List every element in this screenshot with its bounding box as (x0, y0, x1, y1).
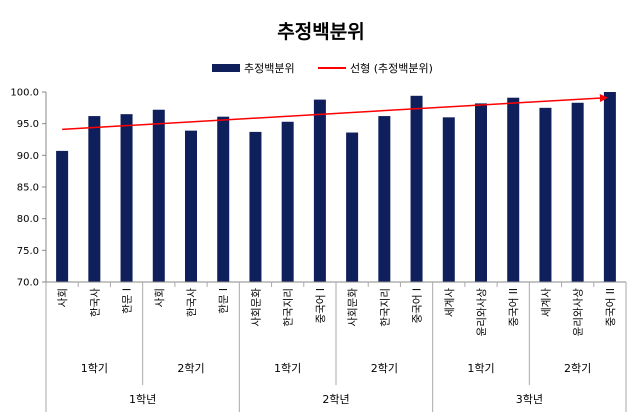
category-label: 윤리와사상 (476, 288, 488, 337)
bar (185, 130, 197, 282)
bar (346, 132, 359, 282)
bar (152, 109, 165, 282)
category-label: 사회 (57, 288, 69, 307)
legend-bar-label: 추정백분위 (244, 62, 295, 75)
bar (56, 150, 69, 282)
category-label: 한국사 (89, 288, 101, 317)
bar (378, 116, 391, 282)
bar (281, 121, 294, 283)
grade-label: 1학년 (129, 393, 156, 406)
bar (507, 97, 520, 282)
category-label: 한국지리 (283, 288, 295, 327)
category-label: 중국어 II (605, 288, 617, 327)
category-label: 한국사 (186, 288, 198, 317)
semester-label: 1학기 (81, 362, 108, 375)
semester-label: 2학기 (371, 362, 398, 375)
category-label: 중국어 I (412, 288, 424, 323)
trendline-line (62, 94, 608, 131)
category-label: 세계사 (540, 288, 552, 317)
semester-label: 2학기 (177, 362, 204, 375)
chart-title: 추정백분위 (277, 21, 364, 43)
y-tick-label: 100.0 (10, 88, 39, 99)
grade-label: 2학년 (322, 393, 349, 406)
bar (410, 95, 423, 282)
semester-label: 2학기 (564, 362, 591, 375)
trendline (62, 94, 608, 131)
bar (120, 114, 133, 283)
legend: 추정백분위 선형 (추정백분위) (212, 62, 433, 75)
bar (217, 116, 230, 282)
y-tick-label: 70.0 (17, 278, 39, 289)
legend-trend-label: 선형 (추정백분위) (350, 62, 433, 75)
bar (249, 131, 262, 282)
bar (88, 116, 101, 282)
category-label: 한국지리 (379, 288, 391, 327)
y-tick-label: 85.0 (17, 183, 39, 194)
bar (475, 103, 487, 283)
category-label: 중국어 II (508, 288, 520, 327)
category-label: 세계사 (444, 288, 456, 317)
category-label: 윤리와사상 (573, 288, 585, 337)
y-tick-label: 90.0 (17, 151, 39, 162)
semester-label: 1학기 (467, 362, 494, 375)
y-tick-label: 80.0 (17, 214, 39, 225)
y-tick-label: 75.0 (17, 246, 39, 257)
category-label: 한문 I (122, 288, 134, 314)
y-tick-label: 95.0 (17, 119, 39, 130)
bar (603, 92, 616, 282)
bars (56, 92, 616, 283)
category-label: 사회문화 (347, 288, 359, 327)
legend-bar-swatch (212, 64, 240, 72)
bar (442, 117, 455, 282)
bar (539, 107, 552, 282)
semester-label: 1학기 (274, 362, 301, 375)
category-label: 사회 (154, 288, 166, 307)
bar (313, 99, 326, 282)
y-axis: 100.0 95.0 90.0 85.0 80.0 75.0 70.0 (10, 88, 47, 289)
category-label: 중국어 I (315, 288, 327, 323)
category-label: 사회문화 (250, 288, 262, 327)
bar (571, 102, 584, 283)
category-label: 한문 I (218, 288, 230, 314)
x-axis: 사회 한국사 한문 I 사회 한국사 한문 I 사회문화 한국지리 중국어 I 사회문화 한국지리 중… (45, 281, 627, 412)
grade-label: 3학년 (516, 393, 543, 406)
